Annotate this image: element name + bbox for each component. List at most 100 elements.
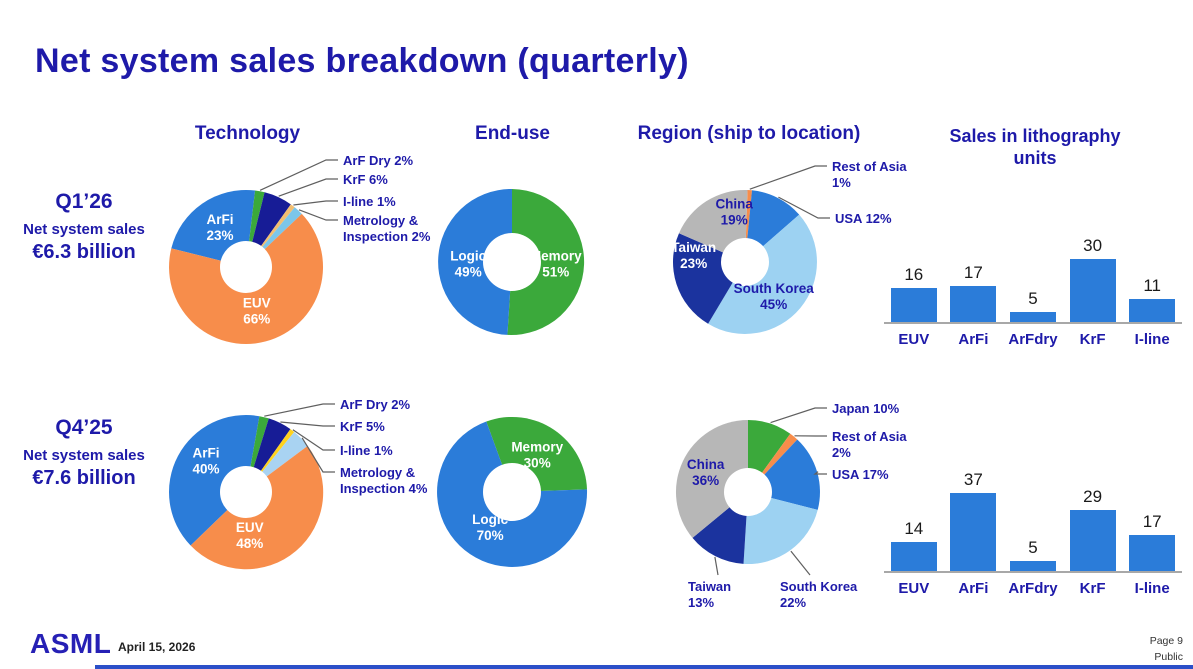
pie-inside-label-euv: EUV 48% <box>236 520 264 551</box>
pie-inside-label-china: China 19% <box>715 196 753 227</box>
leader-line-metrology-inspection <box>301 437 335 473</box>
bar-chart-litho-units-q4-25: 14 37 5 29 17 EUV ArFi ArFdry KrF I-line <box>884 470 1182 597</box>
leader-line-arf-dry <box>264 403 335 417</box>
pie-slice-arfi <box>169 415 260 546</box>
bar-group-arfi: 17 <box>946 263 1000 322</box>
leader-line-i-line <box>293 200 338 206</box>
bar-krf <box>1069 259 1116 322</box>
bar-label-euv: EUV <box>898 331 930 348</box>
bar-label-i-line: I-line <box>1134 331 1170 348</box>
column-header-technology: Technology <box>194 123 301 144</box>
bar-value-krf: 30 <box>1083 236 1103 255</box>
asml-logo: ASML <box>30 628 112 659</box>
bar-value-euv: 14 <box>904 518 924 538</box>
bar-arfdry <box>1009 560 1056 571</box>
net-system-sales-label: Net system sales <box>23 221 145 238</box>
pie-callout-label-krf: KrF 5% <box>340 419 385 434</box>
pie-chart-region-q1-26: Rest of Asia 1% USA 12% South Korea 45% Taiwa… <box>671 159 907 334</box>
pie-callout-label-taiwan: Taiwan 13% <box>688 579 731 610</box>
column-header-region: Region (ship to location) <box>637 123 861 144</box>
pie-callout-label-south-korea: South Korea 22% <box>780 579 858 610</box>
bar-label-i-line: I-line <box>1134 580 1170 597</box>
bar-group-euv: 14 <box>887 519 941 571</box>
bar-euv <box>890 541 937 571</box>
pie-callout-label-arf-dry: ArF Dry 2% <box>340 397 411 412</box>
pie-chart-end-use-q1-26: Memory 51% Logic 49% <box>438 188 585 335</box>
pie-chart-region-q4-25: Japan 10% Rest of Asia 2% USA 17% South Kore… <box>675 401 907 610</box>
leader-line-arf-dry <box>259 159 338 191</box>
donut-hole <box>483 463 541 521</box>
bar-value-i-line: 17 <box>1142 512 1162 532</box>
bar-arfi <box>950 286 997 322</box>
bar-label-arfi: ArFi <box>958 331 989 348</box>
column-header-lithography-units: Sales in lithography units <box>949 126 1121 168</box>
donut-hole <box>721 238 769 286</box>
bar-label-arfdry: ArFdry <box>1008 331 1058 348</box>
leader-line-taiwan <box>714 556 719 576</box>
bar-chart-litho-units-q1-26: 16 17 5 30 11 EUV ArFi ArFdry KrF I-line <box>884 236 1182 348</box>
bar-value-euv: 16 <box>904 265 924 285</box>
pie-inside-label-south-korea: South Korea 45% <box>734 281 815 312</box>
row-label-q4-25: Q4’25 Net system sales €7.6 billion <box>0 416 168 490</box>
bar-category-axis: EUV ArFi ArFdry KrF I-line <box>884 580 1182 597</box>
column-header-end-use: End-use <box>475 123 550 144</box>
pie-inside-label-taiwan: Taiwan 23% <box>671 240 716 271</box>
bar-label-krf: KrF <box>1079 331 1106 348</box>
footer-accent-line <box>95 665 1193 669</box>
pie-slice-memory <box>507 189 585 335</box>
pie-inside-label-memory: Memory 30% <box>511 440 563 471</box>
bar-value-arfi: 17 <box>963 263 983 283</box>
pie-slice-logic <box>438 188 512 335</box>
pie-slice-china <box>675 420 748 538</box>
bar-group-i-line: 17 <box>1125 512 1179 571</box>
bar-label-arfi: ArFi <box>958 580 989 597</box>
page-title: Net system sales breakdown (quarterly) <box>35 42 689 80</box>
pie-callout-label-usa: USA 12% <box>835 211 892 226</box>
pie-callout-label-metrology-inspection: Metrology & Inspection 4% <box>340 465 428 496</box>
leader-line-japan <box>770 407 827 424</box>
pie-chart-technology-q4-25: ArFi 40% ArF Dry 2% KrF 5% I-line 1% Metrolog… <box>169 397 428 570</box>
bar-group-arfdry: 5 <box>1006 289 1060 322</box>
bar-euv <box>890 288 937 322</box>
pie-inside-label-logic: Logic 49% <box>450 249 486 280</box>
pie-inside-label-logic: Logic 70% <box>472 512 508 543</box>
leader-line-usa <box>813 471 827 475</box>
pie-inside-label-arfi: ArFi 40% <box>192 446 219 477</box>
pie-chart-end-use-q4-25: Memory 30% Logic 70% <box>437 416 588 567</box>
bar-plot-area: 14 37 5 29 17 <box>884 470 1182 573</box>
bar-arfi <box>950 493 997 571</box>
row-label-q1-26: Q1’26 Net system sales €6.3 billion <box>0 190 168 264</box>
leader-line-i-line <box>292 429 335 451</box>
bar-group-euv: 16 <box>887 265 941 322</box>
bar-value-arfdry: 5 <box>1028 537 1038 557</box>
footer-date: April 15, 2026 <box>118 640 196 654</box>
quarter-label: Q4’25 <box>55 416 113 439</box>
net-system-sales-label: Net system sales <box>23 447 145 464</box>
pie-callout-label-rest-of-asia: Rest of Asia 1% <box>832 159 907 190</box>
leader-line-krf <box>278 178 338 197</box>
sales-amount: €7.6 billion <box>32 467 136 489</box>
bar-value-i-line: 11 <box>1143 275 1161 295</box>
bar-category-axis: EUV ArFi ArFdry KrF I-line <box>884 331 1182 348</box>
leader-line-usa <box>778 196 830 219</box>
donut-hole <box>220 466 272 518</box>
bar-i-line <box>1129 298 1176 322</box>
pie-chart-technology-q1-26: ArFi 23% ArF Dry 2% KrF 6% I-line 1% Metrolog… <box>169 153 431 344</box>
leader-line-south-korea <box>790 550 811 576</box>
pie-callout-label-i-line: I-line 1% <box>343 194 396 209</box>
pie-inside-label-memory: Memory 51% <box>530 249 582 280</box>
pie-callout-label-krf: KrF 6% <box>343 172 388 187</box>
bar-label-euv: EUV <box>898 580 930 597</box>
donut-hole <box>483 233 541 291</box>
footer-page-info: Page 9 Public <box>1150 634 1183 666</box>
bar-arfdry <box>1009 311 1056 322</box>
pie-callout-label-i-line: I-line 1% <box>340 443 393 458</box>
donut-hole <box>724 468 772 516</box>
bar-label-arfdry: ArFdry <box>1008 580 1058 597</box>
bar-group-arfdry: 5 <box>1006 537 1060 571</box>
leader-line-metrology-inspection <box>298 209 338 221</box>
pie-callout-label-arf-dry: ArF Dry 2% <box>343 153 414 168</box>
pie-callout-label-metrology-inspection: Metrology & Inspection 2% <box>343 213 431 244</box>
bar-group-krf: 29 <box>1066 487 1120 571</box>
